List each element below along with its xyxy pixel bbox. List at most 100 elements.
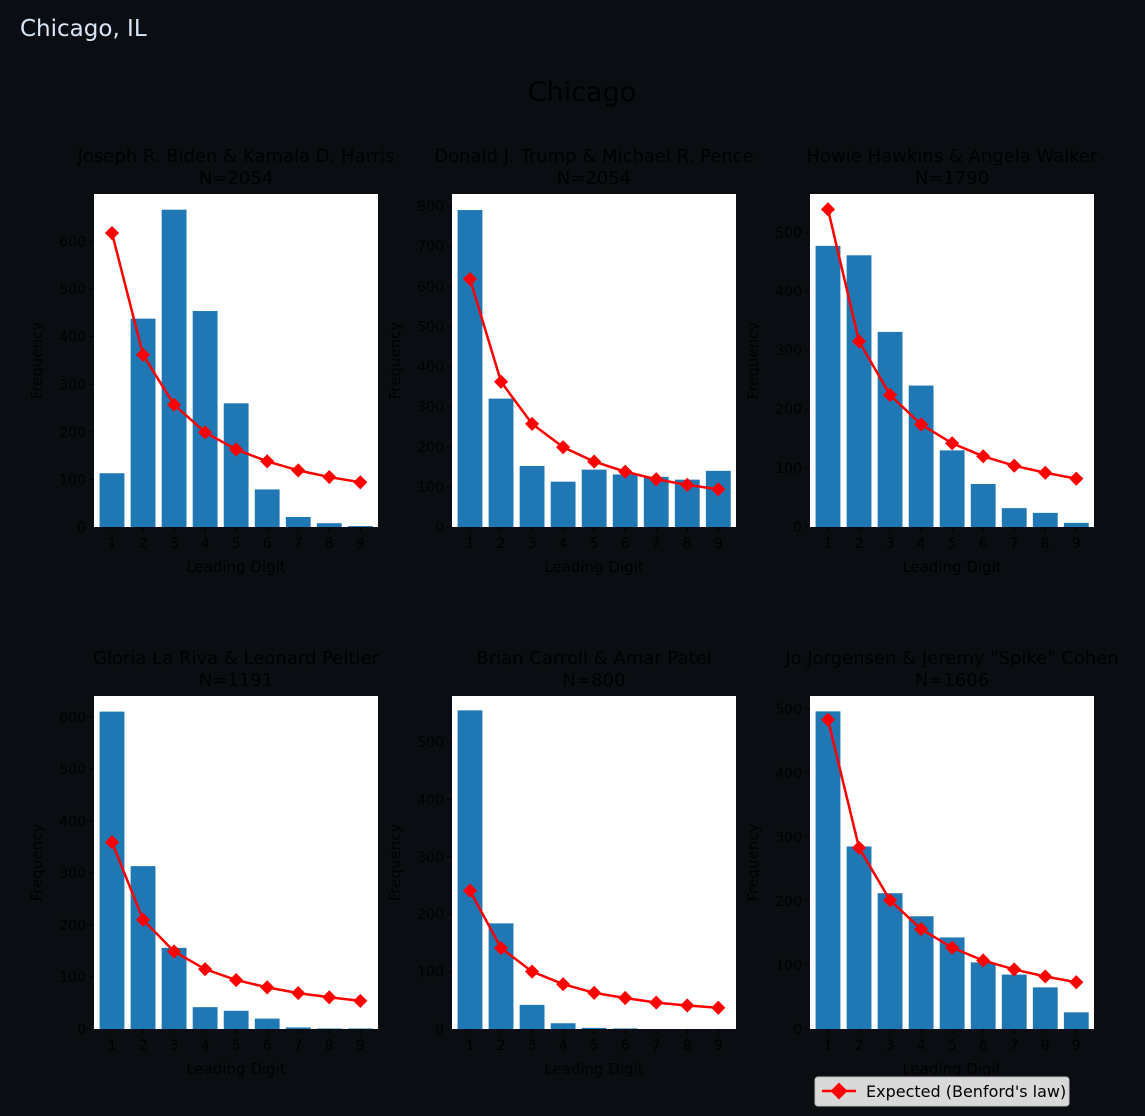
y-tick-label: 700 (417, 239, 444, 255)
panel-n-label: N=800 (563, 670, 626, 691)
y-tick-label: 500 (775, 702, 802, 718)
expected-marker (167, 397, 182, 412)
bar (488, 398, 514, 527)
x-axis-label: Leading Digit (544, 558, 643, 576)
y-tick-label: 200 (775, 894, 802, 910)
expected-marker (883, 893, 898, 908)
y-axis-label: Frequency (28, 824, 46, 902)
bar (254, 489, 280, 527)
y-tick-label: 100 (59, 970, 86, 986)
bar (1063, 522, 1089, 527)
x-tick-label: 9 (356, 536, 365, 552)
y-tick-label: 600 (59, 710, 86, 726)
expected-marker (462, 883, 478, 898)
x-tick-label: 4 (917, 536, 926, 552)
bar (223, 403, 249, 527)
x-tick-label: 7 (1010, 1038, 1019, 1054)
legend-marker (830, 1082, 848, 1100)
x-tick-label: 3 (886, 1038, 895, 1054)
expected-marker (198, 425, 213, 440)
x-tick-label: 2 (497, 536, 506, 552)
expected-marker (322, 990, 337, 1005)
y-tick-label: 300 (59, 377, 86, 393)
y-tick-label: 0 (793, 520, 802, 536)
bar (316, 523, 342, 527)
bar (1032, 987, 1058, 1029)
bar (970, 962, 996, 1029)
x-tick-label: 3 (528, 1038, 537, 1054)
x-tick-label: 2 (855, 1038, 864, 1054)
y-tick-label: 100 (417, 480, 444, 496)
bar (192, 311, 218, 527)
legend: Expected (Benford's law) (814, 1076, 1070, 1107)
bar (457, 710, 483, 1029)
y-tick-label: 0 (435, 520, 444, 536)
y-tick-label: 200 (59, 425, 86, 441)
bar (1001, 974, 1027, 1029)
y-tick-label: 500 (59, 762, 86, 778)
x-tick-label: 7 (294, 536, 303, 552)
bar (457, 210, 483, 527)
x-tick-label: 4 (917, 1038, 926, 1054)
y-tick-label: 300 (59, 866, 86, 882)
x-tick-label: 4 (201, 536, 210, 552)
expected-marker (1069, 471, 1084, 486)
expected-marker (587, 454, 602, 469)
expected-marker (135, 912, 151, 927)
legend-box (814, 1076, 1070, 1107)
x-tick-label: 1 (466, 1038, 475, 1054)
panel-n-label: N=1606 (915, 670, 989, 691)
expected-marker (649, 995, 664, 1010)
x-tick-label: 6 (979, 1038, 988, 1054)
expected-marker (104, 835, 120, 850)
expected-marker (135, 347, 151, 362)
x-tick-label: 3 (170, 1038, 179, 1054)
panel-1: Joseph R. Biden & Kamala D. HarrisN=2054… (28, 146, 394, 576)
bar (488, 923, 514, 1029)
panel-n-label: N=2054 (557, 168, 631, 189)
expected-marker (711, 1000, 726, 1015)
bar (550, 481, 576, 527)
x-axis-label: Leading Digit (902, 1060, 1001, 1078)
y-tick-label: 100 (417, 965, 444, 981)
x-tick-label: 3 (886, 536, 895, 552)
x-tick-label: 4 (201, 1038, 210, 1054)
expected-marker (1038, 465, 1053, 480)
expected-marker (649, 472, 664, 487)
x-tick-label: 1 (108, 536, 117, 552)
y-tick-label: 300 (775, 830, 802, 846)
bar (846, 255, 872, 527)
expected-marker (525, 416, 540, 431)
expected-marker (851, 334, 867, 349)
bar (254, 1018, 280, 1029)
bar (877, 331, 903, 527)
x-tick-label: 9 (1072, 1038, 1081, 1054)
bar (285, 517, 311, 527)
expected-marker (883, 387, 898, 403)
bar (130, 866, 156, 1029)
bar (223, 1010, 249, 1029)
expected-marker (291, 986, 306, 1001)
x-tick-label: 5 (590, 1038, 599, 1054)
expected-marker (914, 922, 929, 937)
y-axis-label: Frequency (28, 322, 46, 400)
y-tick-label: 300 (775, 343, 802, 359)
panel-title: Howie Hawkins & Angela Walker (807, 146, 1099, 167)
expected-marker (851, 840, 867, 855)
y-tick-label: 400 (775, 766, 802, 782)
expected-marker (680, 477, 695, 492)
x-tick-label: 2 (139, 1038, 148, 1054)
expected-marker (587, 985, 602, 1000)
x-axis-label: Leading Digit (544, 1060, 643, 1078)
expected-marker (820, 712, 836, 727)
y-tick-label: 100 (59, 472, 86, 488)
y-tick-label: 500 (775, 225, 802, 241)
y-tick-label: 200 (775, 402, 802, 418)
y-axis-label: Frequency (386, 824, 404, 902)
x-tick-label: 8 (683, 536, 692, 552)
figure-title: Chicago (528, 77, 637, 108)
x-tick-label: 8 (1041, 536, 1050, 552)
y-axis-label: Frequency (386, 322, 404, 400)
y-tick-label: 400 (59, 814, 86, 830)
